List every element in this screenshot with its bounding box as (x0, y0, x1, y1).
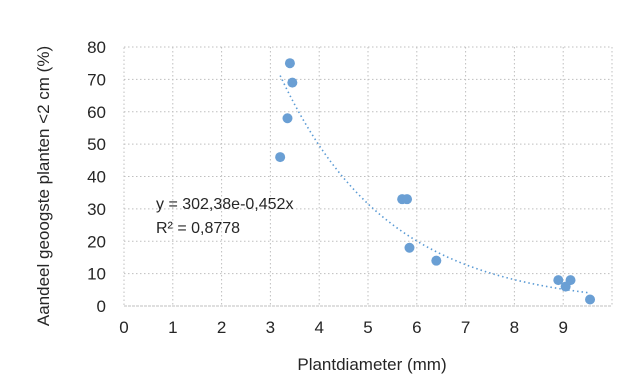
y-tick-label: 30 (87, 200, 106, 219)
x-tick-label: 1 (168, 318, 177, 337)
x-tick-label: 6 (412, 318, 421, 337)
trend-equation: y = 302,38e-0,452x (156, 196, 293, 213)
x-axis-title: Plantdiameter (mm) (297, 355, 446, 374)
x-tick-label: 5 (363, 318, 372, 337)
data-point (402, 194, 413, 205)
y-tick-label: 40 (87, 168, 106, 187)
y-tick-label: 0 (97, 297, 106, 316)
y-tick-label: 60 (87, 103, 106, 122)
x-tick-label: 2 (217, 318, 226, 337)
y-tick-label: 80 (87, 38, 106, 57)
data-point (553, 275, 564, 286)
data-point (565, 275, 576, 286)
trendline (279, 75, 591, 294)
y-tick-label: 10 (87, 265, 106, 284)
x-axis-tick-labels: 0 1 2 3 4 5 6 7 8 9 (119, 318, 568, 337)
r-squared-label: R² = 0,8778 (156, 220, 240, 237)
data-point (284, 58, 295, 69)
x-tick-label: 4 (314, 318, 323, 337)
x-tick-label: 0 (119, 318, 128, 337)
y-tick-label: 70 (87, 70, 106, 89)
data-point (275, 152, 286, 163)
data-point (404, 242, 415, 253)
data-points (275, 58, 596, 305)
y-axis-tick-labels: 0 10 20 30 40 50 60 70 80 (87, 38, 106, 316)
data-point (431, 255, 442, 266)
data-point (282, 113, 293, 124)
x-tick-label: 8 (510, 318, 519, 337)
data-point (585, 294, 596, 305)
x-tick-label: 7 (461, 318, 470, 337)
x-tick-label: 3 (266, 318, 275, 337)
y-axis-title: Aandeel geoogste planten <2 cm (%) (34, 46, 53, 326)
y-tick-label: 50 (87, 135, 106, 154)
x-tick-label: 9 (558, 318, 567, 337)
y-tick-label: 20 (87, 232, 106, 251)
data-point (287, 77, 298, 88)
gridlines (123, 46, 613, 307)
